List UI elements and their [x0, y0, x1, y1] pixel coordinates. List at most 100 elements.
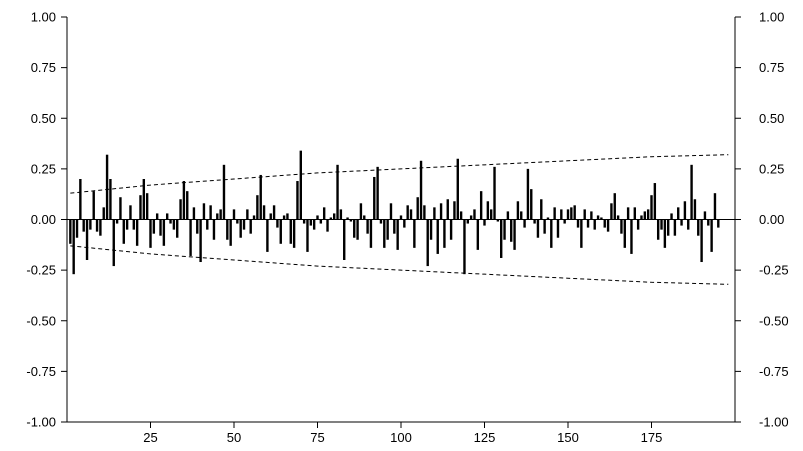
- bar-108: [426, 219, 429, 267]
- bar-154: [580, 219, 583, 248]
- bar-57: [256, 195, 259, 220]
- bar-30: [166, 213, 169, 220]
- bar-173: [643, 211, 647, 220]
- bar-44: [212, 219, 216, 240]
- bar-125: [483, 219, 486, 226]
- y-tick-label-right: 0.75: [759, 60, 784, 75]
- bar-158: [593, 219, 596, 230]
- bar-184: [680, 219, 683, 226]
- bar-79: [329, 217, 333, 220]
- bar-91: [369, 219, 373, 248]
- bar-140: [533, 219, 536, 224]
- bar-34: [179, 199, 182, 220]
- bar-120: [466, 219, 469, 224]
- x-tick-label: 25: [143, 430, 157, 445]
- bar-148: [560, 209, 563, 220]
- x-tick-label: 150: [557, 430, 579, 445]
- bar-52: [239, 219, 242, 238]
- bar-151: [570, 207, 573, 220]
- bar-41: [202, 203, 206, 220]
- bar-64: [279, 219, 282, 244]
- bar-190: [700, 219, 703, 263]
- bar-188: [693, 199, 697, 220]
- bar-62: [272, 205, 276, 220]
- bar-137: [523, 219, 526, 228]
- bar-9: [95, 219, 99, 232]
- bar-80: [333, 213, 336, 220]
- bar-78: [326, 219, 329, 232]
- bar-156: [586, 219, 590, 228]
- bar-14: [112, 219, 115, 267]
- bar-86: [353, 219, 356, 238]
- bar-102: [406, 205, 409, 220]
- bar-21: [135, 219, 139, 246]
- bar-114: [446, 199, 449, 220]
- bar-180: [667, 219, 670, 236]
- y-tick-label-left: -1.00: [26, 415, 56, 430]
- bar-26: [152, 219, 156, 234]
- bar-106: [419, 160, 423, 220]
- bar-82: [339, 209, 343, 220]
- band-lower: [70, 245, 729, 285]
- bar-77: [322, 207, 326, 220]
- bar-4: [79, 179, 82, 220]
- bar-56: [252, 215, 256, 220]
- bar-99: [396, 219, 399, 250]
- bar-128: [493, 166, 496, 220]
- x-tick-label: 75: [310, 430, 324, 445]
- y-tick-label-right: -0.50: [759, 313, 789, 328]
- x-tick-label: 175: [641, 430, 663, 445]
- bar-187: [690, 164, 693, 220]
- bar-65: [282, 215, 286, 220]
- bar-58: [259, 174, 262, 220]
- y-tick-label-left: 0.75: [31, 60, 56, 75]
- bar-155: [583, 209, 586, 220]
- bar-24: [145, 193, 149, 220]
- bar-73: [309, 219, 313, 226]
- y-tick-label-left: -0.75: [26, 364, 56, 379]
- bar-15: [115, 219, 119, 224]
- bar-138: [526, 168, 530, 220]
- bar-162: [606, 219, 610, 232]
- bar-110: [433, 207, 436, 220]
- bar-51: [236, 219, 239, 224]
- bar-33: [176, 219, 179, 238]
- y-tick-label-left: 1.00: [31, 10, 56, 25]
- y-tick-label-left: -0.50: [26, 313, 56, 328]
- bar-160: [600, 217, 603, 220]
- bar-104: [413, 219, 416, 248]
- bar-119: [463, 219, 466, 275]
- bar-189: [697, 219, 700, 236]
- bar-135: [516, 201, 520, 220]
- bar-168: [626, 207, 630, 220]
- bar-94: [379, 219, 383, 224]
- y-tick-label-right: -0.25: [759, 263, 789, 278]
- bar-115: [449, 219, 453, 240]
- bar-71: [302, 219, 306, 224]
- bar-97: [389, 203, 393, 220]
- bar-165: [616, 215, 620, 220]
- bar-3: [75, 219, 79, 238]
- bar-37: [189, 219, 192, 256]
- bar-20: [132, 219, 135, 230]
- bar-141: [536, 219, 540, 238]
- bar-87: [356, 219, 359, 240]
- bar-95: [383, 219, 386, 248]
- bar-100: [399, 215, 403, 220]
- bar-32: [172, 219, 176, 230]
- bar-134: [513, 219, 516, 250]
- bar-172: [640, 215, 643, 220]
- bar-101: [403, 219, 406, 228]
- bar-42: [206, 219, 209, 230]
- bar-123: [476, 219, 480, 250]
- bar-70: [299, 150, 302, 220]
- bar-59: [262, 205, 266, 220]
- bar-107: [423, 205, 426, 220]
- bar-159: [596, 215, 600, 220]
- bar-7: [89, 219, 92, 230]
- bar-139: [530, 189, 533, 220]
- bar-98: [393, 219, 396, 234]
- bar-170: [633, 207, 636, 220]
- y-tick-label-right: 0.25: [759, 161, 784, 176]
